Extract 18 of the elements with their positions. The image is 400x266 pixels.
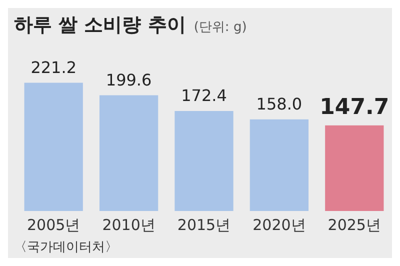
x-tick-label: 2015년 — [177, 216, 231, 234]
bar — [250, 119, 309, 211]
bar — [325, 125, 384, 211]
bar — [24, 82, 83, 211]
x-tick-label: 2020년 — [252, 216, 306, 234]
data-label: 221.2 — [30, 58, 77, 77]
data-label: 147.7 — [320, 95, 390, 120]
x-tick-label: 2010년 — [102, 216, 156, 234]
chart-subtitle: (단위: g) — [194, 20, 247, 35]
text: 〈국가데이터처〉 — [14, 240, 118, 255]
data-label: 172.4 — [181, 86, 227, 106]
x-tick-label: 2005년 — [27, 216, 80, 234]
chart-title: 하루 쌀 소비량 추이 — [14, 14, 186, 36]
data-label: 158.0 — [256, 94, 302, 114]
bar — [99, 95, 158, 211]
x-tick-label: 2025년 — [328, 216, 381, 234]
bar — [174, 111, 234, 211]
data-label: 199.6 — [106, 70, 152, 90]
